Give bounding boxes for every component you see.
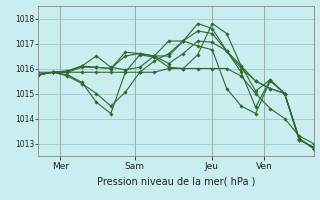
X-axis label: Pression niveau de la mer( hPa ): Pression niveau de la mer( hPa ) xyxy=(97,176,255,186)
